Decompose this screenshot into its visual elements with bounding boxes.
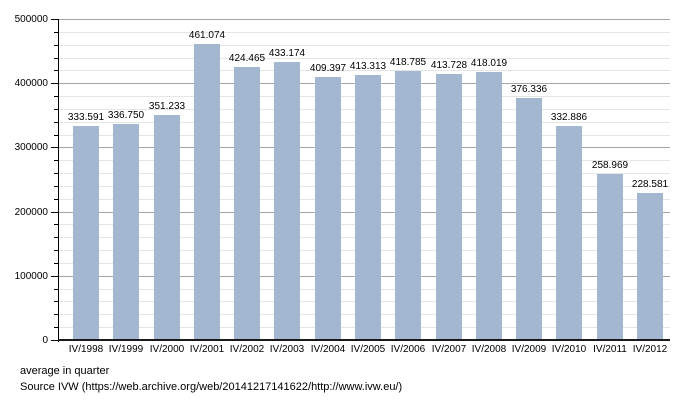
x-axis-label: IV/2005	[350, 344, 386, 355]
y-major-tick	[51, 19, 58, 20]
y-minor-tick	[54, 186, 58, 187]
y-minor-tick	[54, 289, 58, 290]
y-minor-tick	[54, 70, 58, 71]
y-minor-tick	[54, 314, 58, 315]
bar	[355, 75, 381, 340]
bar-value-label: 336.750	[107, 110, 145, 121]
y-minor-tick	[54, 224, 58, 225]
chart-source: Source IVW (https://web.archive.org/web/…	[20, 381, 403, 393]
bar	[556, 126, 582, 340]
y-major-tick	[51, 340, 58, 341]
y-minor-tick	[54, 109, 58, 110]
bar	[476, 72, 502, 340]
bar	[315, 77, 341, 340]
bar-value-label: 258.969	[591, 160, 629, 171]
bar-value-label: 376.336	[510, 84, 548, 95]
y-minor-tick	[54, 58, 58, 59]
x-axis-label: IV/2000	[149, 344, 185, 355]
y-minor-tick	[54, 45, 58, 46]
x-axis-label: IV/2011	[593, 344, 627, 355]
y-minor-tick	[54, 250, 58, 251]
y-major-tick	[51, 147, 58, 148]
bar-value-label: 351.233	[148, 101, 186, 112]
bar-value-label: 413.313	[349, 61, 387, 72]
x-axis-line	[58, 339, 670, 341]
y-minor-tick	[54, 301, 58, 302]
bar-value-label: 228.581	[631, 179, 669, 190]
bar	[436, 74, 462, 340]
minor-gridline	[58, 70, 670, 71]
y-minor-tick	[54, 122, 58, 123]
y-axis-label: 0	[42, 335, 48, 346]
y-major-tick	[51, 276, 58, 277]
y-minor-tick	[54, 237, 58, 238]
bar-value-label: 333.591	[67, 112, 105, 123]
y-major-tick	[51, 212, 58, 213]
chart-note: average in quarter	[20, 365, 110, 377]
chart-footer: average in quarter Source IVW (https://w…	[20, 363, 402, 395]
y-minor-tick	[54, 32, 58, 33]
y-axis-label: 500000	[14, 14, 48, 25]
x-axis-label: IV/2010	[551, 344, 587, 355]
y-axis-label: 400000	[14, 78, 48, 89]
y-minor-tick	[54, 173, 58, 174]
y-minor-tick	[54, 327, 58, 328]
x-axis-label: IV/1999	[108, 344, 144, 355]
y-minor-tick	[54, 263, 58, 264]
bar	[73, 126, 99, 340]
major-gridline	[58, 19, 670, 20]
bar	[234, 67, 260, 340]
bar-value-label: 332.886	[550, 112, 588, 123]
x-axis-label: IV/2012	[632, 344, 668, 355]
y-axis-label: 300000	[14, 142, 48, 153]
bar	[597, 174, 623, 340]
x-axis-label: IV/2002	[229, 344, 265, 355]
minor-gridline	[58, 58, 670, 59]
x-axis-label: IV/2001	[189, 344, 225, 355]
x-axis-label: IV/2008	[471, 344, 507, 355]
y-minor-tick	[54, 96, 58, 97]
x-axis-label: IV/1998	[68, 344, 104, 355]
bar-value-label: 418.019	[470, 58, 508, 69]
bar	[194, 44, 220, 340]
bar-value-label: 461.074	[188, 30, 226, 41]
bar	[113, 124, 139, 340]
bar	[154, 115, 180, 340]
minor-gridline	[58, 45, 670, 46]
bar	[637, 193, 663, 340]
y-axis-label: 200000	[14, 207, 48, 218]
y-minor-tick	[54, 160, 58, 161]
bar-value-label: 418.785	[389, 57, 427, 68]
bar-value-label: 424.465	[228, 53, 266, 64]
y-axis-line	[58, 19, 59, 342]
y-minor-tick	[54, 135, 58, 136]
y-major-tick	[51, 83, 58, 84]
bar-value-label: 433.174	[268, 48, 306, 59]
x-axis-label: IV/2004	[310, 344, 346, 355]
bar-value-label: 413.728	[430, 60, 468, 71]
bar	[274, 62, 300, 340]
minor-gridline	[58, 32, 670, 33]
x-axis-label: IV/2009	[511, 344, 547, 355]
bar	[516, 98, 542, 340]
x-axis-label: IV/2003	[269, 344, 305, 355]
x-axis-label: IV/2007	[431, 344, 467, 355]
y-minor-tick	[54, 199, 58, 200]
bar	[395, 71, 421, 340]
bar-value-label: 409.397	[309, 63, 347, 74]
y-axis-label: 100000	[14, 271, 48, 282]
x-axis-label: IV/2006	[390, 344, 426, 355]
